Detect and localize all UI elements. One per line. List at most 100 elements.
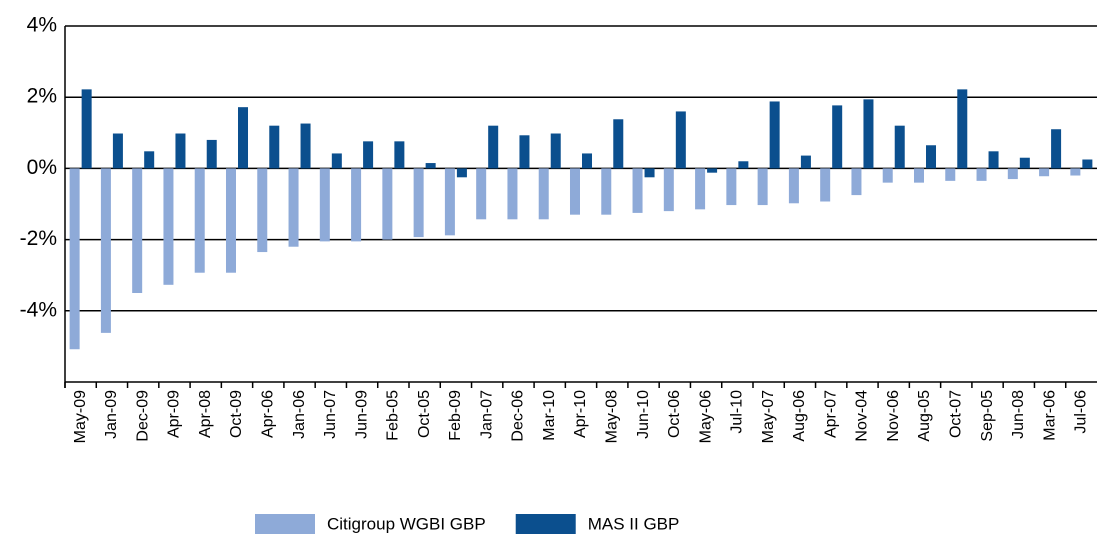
bar (100, 168, 111, 333)
bar (582, 153, 593, 169)
x-tick-label: Oct-06 (666, 390, 683, 438)
bar (300, 123, 311, 169)
bar (757, 168, 768, 206)
x-tick-label: Feb-05 (385, 390, 402, 441)
bar (1019, 157, 1030, 169)
bar (644, 168, 655, 178)
legend-label: Citigroup WGBI GBP (327, 514, 486, 533)
bar (863, 99, 874, 169)
bar (550, 133, 561, 169)
y-tick-label: 2% (27, 85, 57, 108)
bar (413, 168, 424, 238)
x-tick-label: Mar-10 (541, 390, 558, 441)
x-tick-label: Jan-09 (103, 390, 120, 439)
x-tick-label: Dec-09 (134, 390, 151, 442)
x-tick-label: Jul-06 (1073, 390, 1090, 434)
x-tick-label: Apr-07 (822, 390, 839, 438)
bar (69, 168, 80, 350)
x-tick-label: Jan-06 (291, 390, 308, 439)
x-tick-label: Oct-09 (228, 390, 245, 438)
bar (81, 89, 92, 169)
x-tick-label: Jun-08 (1010, 390, 1027, 439)
bar (1007, 168, 1018, 180)
x-tick-label: May-06 (697, 390, 714, 443)
x-tick-label: Dec-06 (510, 390, 527, 442)
y-tick-label: -4% (20, 298, 57, 321)
x-tick-label: Jun-10 (635, 390, 652, 439)
bar (851, 168, 862, 196)
bar (800, 155, 811, 169)
bar (382, 168, 393, 240)
x-tick-label: Sep-05 (979, 390, 996, 442)
bar (820, 168, 831, 202)
bar (351, 168, 362, 242)
x-tick-label: Oct-07 (947, 390, 964, 438)
x-tick-label: Nov-06 (885, 390, 902, 442)
bar (569, 168, 580, 215)
bar (394, 141, 405, 169)
x-tick-label: Nov-04 (854, 390, 871, 442)
bar (507, 168, 518, 220)
x-tick-label: Jun-07 (322, 390, 339, 439)
bar (1082, 159, 1093, 169)
x-tick-label: Apr-08 (197, 390, 214, 438)
bar (225, 168, 236, 273)
bar (988, 151, 999, 169)
x-tick-label: Apr-09 (166, 390, 183, 438)
bar (132, 168, 143, 293)
bar (288, 168, 299, 247)
bar (894, 125, 905, 169)
y-tick-label: 0% (27, 156, 57, 179)
bar (788, 168, 799, 204)
bar (601, 168, 612, 215)
legend-label: MAS II GBP (588, 514, 680, 533)
x-tick-label: May-07 (760, 390, 777, 443)
bar (476, 168, 487, 220)
bar (1039, 168, 1050, 177)
bar (425, 163, 436, 169)
x-tick-label: May-08 (603, 390, 620, 443)
bar (206, 139, 217, 169)
bar (144, 151, 155, 169)
bar (976, 168, 987, 181)
bar (913, 168, 924, 183)
bar (175, 133, 186, 169)
bar (945, 168, 956, 181)
x-tick-label: Jun-09 (353, 390, 370, 439)
bar (456, 168, 467, 178)
y-tick-label: 4% (27, 14, 57, 37)
bar (882, 168, 893, 183)
bar (112, 133, 123, 169)
legend-swatch (255, 514, 315, 534)
bar (363, 141, 374, 169)
bar (1070, 168, 1081, 176)
x-tick-label: Mar-06 (1041, 390, 1058, 441)
bar (444, 168, 455, 236)
y-tick-label: -2% (20, 227, 57, 250)
x-tick-label: Apr-06 (259, 390, 276, 438)
bar (663, 168, 674, 212)
bar (331, 153, 342, 169)
bar (707, 168, 718, 173)
x-tick-label: Feb-09 (447, 390, 464, 441)
bar (257, 168, 268, 253)
bar (926, 145, 937, 169)
legend-swatch (515, 514, 576, 534)
x-tick-label: Aug-06 (791, 390, 808, 442)
x-tick-label: Jan-07 (478, 390, 495, 439)
x-tick-label: Apr-10 (572, 390, 589, 438)
bar (319, 168, 330, 242)
x-tick-label: Jul-10 (729, 390, 746, 434)
bar (957, 89, 968, 169)
bar (1051, 129, 1062, 169)
bar (613, 119, 624, 169)
bar (538, 168, 549, 220)
bar (832, 105, 843, 169)
x-tick-label: Aug-05 (916, 390, 933, 442)
bar (519, 135, 530, 169)
bar (675, 111, 686, 169)
bar (269, 125, 280, 169)
x-tick-label: May-09 (72, 390, 89, 443)
